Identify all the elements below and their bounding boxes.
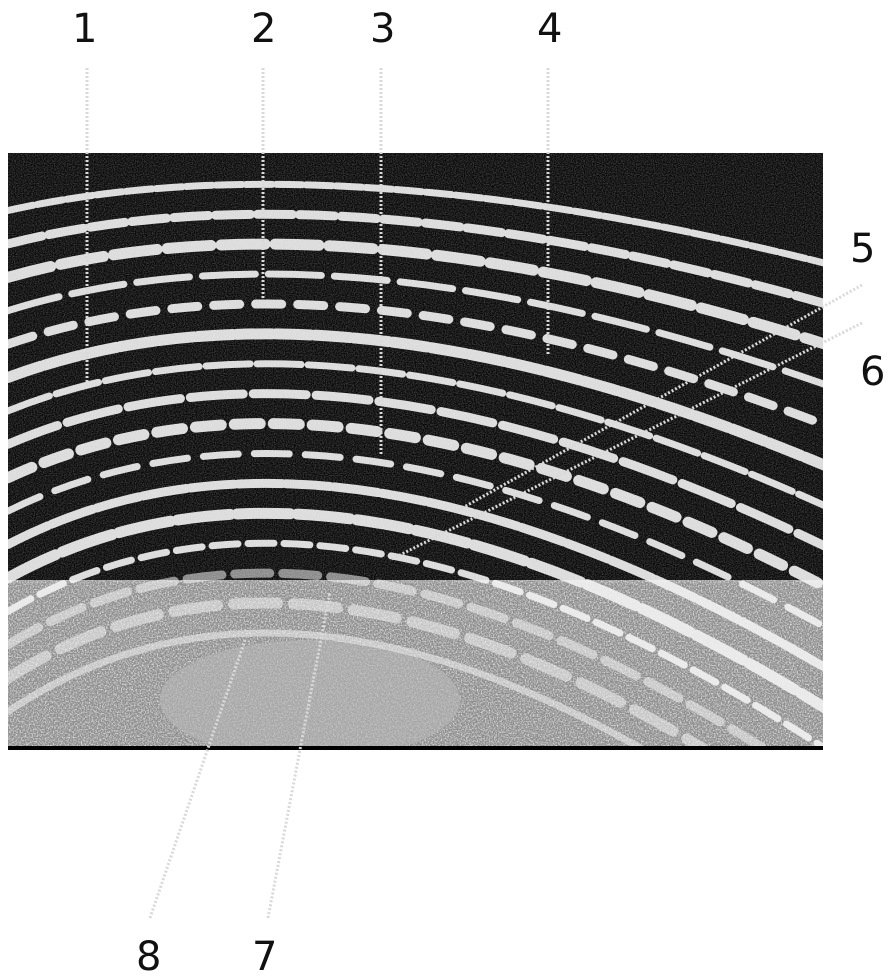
reflector-band: [8, 597, 716, 750]
dense-core-zone: [160, 640, 460, 750]
figure-labels: 1 2 3 4 5 6 7 8: [72, 6, 885, 980]
leader-line-6: [389, 321, 863, 562]
label-6: 6: [860, 349, 885, 395]
label-7: 7: [252, 934, 277, 980]
label-4: 4: [537, 6, 562, 52]
reflector-band: [8, 568, 775, 750]
label-3: 3: [370, 6, 395, 52]
reflector-band: [8, 629, 652, 750]
label-1: 1: [72, 6, 97, 52]
seismic-image-panel: [8, 153, 823, 750]
leader-lines: [85, 68, 863, 919]
label-5: 5: [850, 226, 875, 272]
leader-line-5: [454, 283, 863, 514]
label-8: 8: [136, 934, 161, 980]
label-2: 2: [251, 6, 276, 52]
leader-line-7: [266, 591, 332, 919]
leader-line-8: [148, 639, 247, 919]
